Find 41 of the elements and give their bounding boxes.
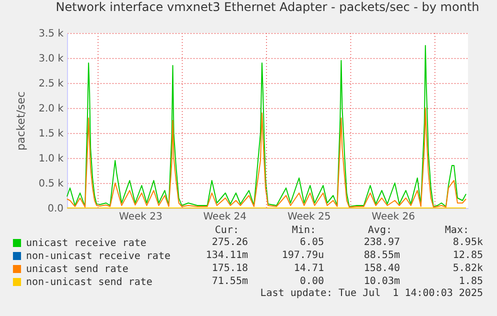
text: 197.79u bbox=[282, 250, 324, 260]
x-tick-label: Week 26 bbox=[372, 212, 415, 222]
y-tick-label: 1.0 k bbox=[38, 154, 64, 164]
text: 6.05 bbox=[300, 236, 324, 248]
text: 5.82k bbox=[452, 262, 483, 274]
y-tick-label: 0.0 bbox=[48, 204, 64, 214]
text: 71.55m bbox=[212, 276, 248, 286]
legend-label: unicast receive rate bbox=[26, 238, 146, 249]
text: 238.97 bbox=[364, 236, 400, 248]
legend-label: non-unicast send rate bbox=[26, 277, 152, 288]
text: 0.00 bbox=[300, 276, 324, 286]
y-tick-label: 2.5 k bbox=[38, 78, 64, 90]
text: Last update: Tue Jul 1 14:00:03 2025 bbox=[260, 288, 483, 298]
text: 158.40 bbox=[364, 262, 400, 274]
text: 88.55m bbox=[364, 250, 400, 260]
text: 14.71 bbox=[294, 262, 324, 274]
x-tick-label: Week 24 bbox=[203, 212, 247, 222]
text: 1.85 bbox=[458, 276, 483, 286]
y-tick-label: 2.0 k bbox=[38, 104, 64, 114]
text: 10.03m bbox=[364, 276, 400, 286]
y-axis-title: packet/sec bbox=[14, 91, 28, 151]
text: Avg: bbox=[368, 224, 392, 236]
text: Cur: bbox=[214, 224, 239, 236]
y-tick-label: 0.5 k bbox=[38, 178, 64, 190]
line-series bbox=[66, 45, 466, 207]
text: 134.11m bbox=[206, 250, 248, 260]
text: Min: bbox=[292, 224, 316, 236]
text: 8.95k bbox=[452, 236, 483, 248]
chart-title: Network interface vmxnet3 Ethernet Adapter - packets/sec - by month bbox=[56, 0, 480, 14]
legend-label: unicast send rate bbox=[26, 264, 128, 275]
text: 12.85 bbox=[452, 250, 483, 260]
text: 275.26 bbox=[212, 236, 248, 248]
x-tick-label: Week 25 bbox=[287, 212, 331, 222]
text: 175.18 bbox=[212, 262, 248, 274]
x-tick-label: Week 23 bbox=[119, 212, 162, 222]
y-tick-label: 1.5 k bbox=[38, 128, 64, 140]
legend-label: non-unicast receive rate bbox=[26, 251, 170, 262]
y-tick-label: 3.5 k bbox=[38, 28, 64, 40]
text: Max: bbox=[444, 224, 469, 236]
line-series bbox=[66, 108, 466, 208]
y-tick-label: 3.0 k bbox=[38, 54, 64, 64]
